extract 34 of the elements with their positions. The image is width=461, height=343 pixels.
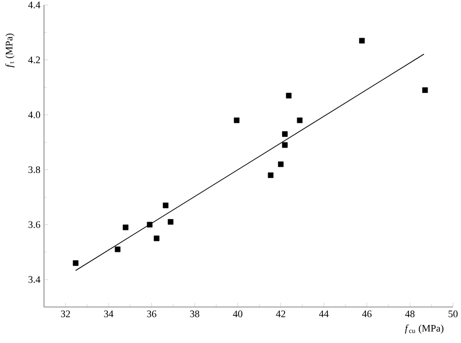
x-tick-label: 48 xyxy=(405,310,415,318)
point xyxy=(422,87,428,93)
x-axis-title: f$_{cu}$ (MPa) xyxy=(405,324,444,334)
x-tick-label: 32 xyxy=(61,310,70,318)
x-tick-label: 40 xyxy=(232,310,242,318)
x-tick-label: 42 xyxy=(276,310,286,318)
point xyxy=(162,202,168,208)
point xyxy=(278,161,284,168)
point xyxy=(122,224,128,230)
y-tick-label: 4.2 xyxy=(28,56,40,64)
point xyxy=(282,142,288,148)
y-tick-label: 3.8 xyxy=(28,166,40,174)
y-axis-title: f$_{t}$ (MPa) xyxy=(5,34,14,68)
point xyxy=(296,118,303,124)
x-tick-label: 44 xyxy=(319,310,329,318)
point xyxy=(268,172,274,178)
point xyxy=(154,236,160,242)
x-tick-label: 38 xyxy=(190,310,200,318)
point xyxy=(72,260,78,266)
x-tick-label: 50 xyxy=(448,310,458,318)
x-tick-label: 36 xyxy=(147,310,156,318)
point xyxy=(286,92,292,98)
y-tick-label: 3.6 xyxy=(28,221,40,228)
point xyxy=(359,38,365,44)
y-tick-label: 3.4 xyxy=(28,276,40,283)
point xyxy=(114,246,120,252)
point xyxy=(234,118,240,124)
point xyxy=(168,219,174,225)
y-tick-label: 4.0 xyxy=(28,111,40,118)
y-tick-label: 4.4 xyxy=(28,2,40,8)
x-tick-label: 34 xyxy=(104,310,114,318)
point xyxy=(146,222,152,228)
x-tick-label: 46 xyxy=(362,310,372,318)
point xyxy=(282,131,288,137)
